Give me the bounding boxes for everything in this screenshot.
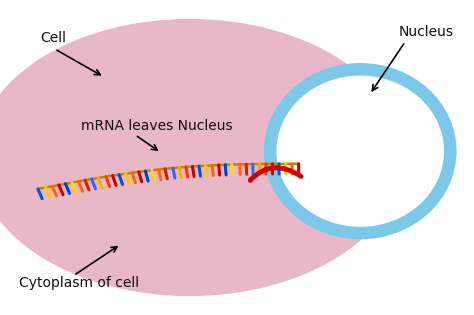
FancyArrowPatch shape (250, 168, 301, 180)
Text: Cytoplasm of cell: Cytoplasm of cell (19, 277, 139, 290)
Text: mRNA leaves Nucleus: mRNA leaves Nucleus (81, 119, 232, 133)
Ellipse shape (270, 69, 450, 233)
Text: Cell: Cell (40, 31, 66, 45)
Text: Nucleus: Nucleus (398, 25, 453, 38)
Ellipse shape (0, 19, 403, 296)
